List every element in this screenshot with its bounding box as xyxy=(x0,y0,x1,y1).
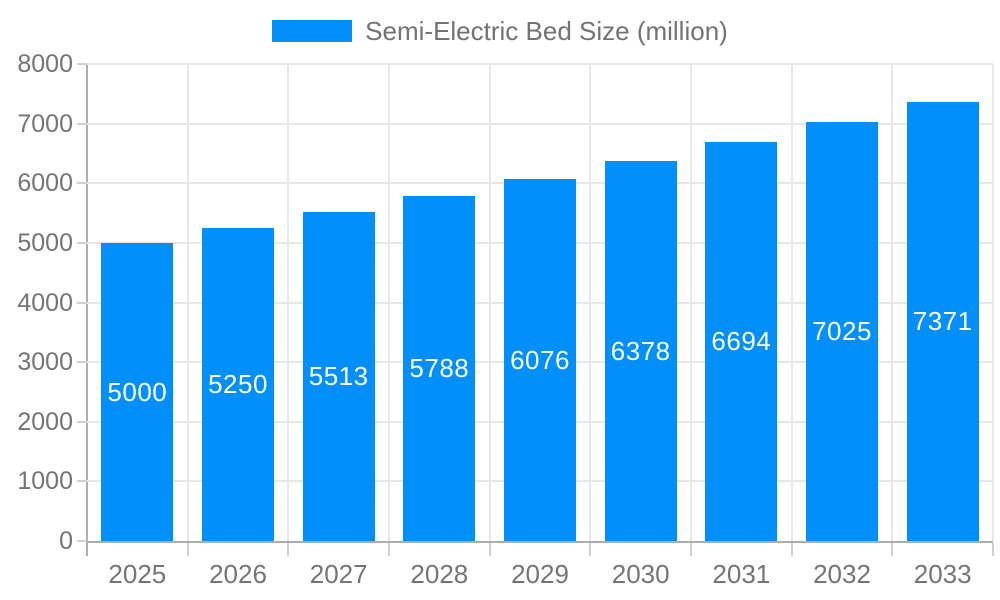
x-axis-tick xyxy=(86,543,88,556)
y-gridline xyxy=(87,63,993,65)
y-axis-tick xyxy=(77,361,87,364)
y-axis-label: 5000 xyxy=(17,228,73,257)
x-axis-tick xyxy=(488,543,491,556)
y-axis-label: 8000 xyxy=(17,50,73,78)
x-axis-tick xyxy=(790,543,793,556)
x-gridline xyxy=(891,64,894,541)
y-axis-tick xyxy=(77,420,87,423)
x-axis-line xyxy=(86,541,993,543)
y-axis-tick xyxy=(77,122,87,125)
bar-value-label: 5788 xyxy=(409,353,470,383)
bar: 6694 xyxy=(705,142,778,541)
x-axis-label: 2032 xyxy=(813,559,871,589)
legend-label: Semi-Electric Bed Size (million) xyxy=(365,16,728,46)
x-axis-tick xyxy=(690,543,692,556)
x-gridline xyxy=(488,64,491,541)
legend-item[interactable]: Semi-Electric Bed Size (million) xyxy=(272,17,728,45)
x-axis-tick xyxy=(992,543,994,556)
bar-value-label: 6076 xyxy=(510,344,570,375)
bar-value-label: 5000 xyxy=(107,376,168,407)
y-axis-label: 0 xyxy=(59,527,73,555)
x-gridline xyxy=(790,64,793,541)
x-axis-label: 2026 xyxy=(209,559,267,589)
plot-area: 5000 5250 5513 5788 6076 6378 6694 7025 7371 xyxy=(87,63,994,541)
y-axis-label: 6000 xyxy=(17,169,73,198)
x-axis-label: 2025 xyxy=(108,559,167,589)
x-axis-label: 2030 xyxy=(611,559,670,589)
y-gridline xyxy=(87,122,993,125)
x-gridline xyxy=(186,64,189,541)
x-axis-label: 2031 xyxy=(712,559,771,589)
x-gridline xyxy=(589,64,592,541)
bar: 5250 xyxy=(202,228,274,541)
y-axis-label: 7000 xyxy=(17,109,73,138)
bar: 5000 xyxy=(101,243,174,541)
legend-swatch xyxy=(272,20,353,42)
y-axis-tick xyxy=(77,301,87,304)
bar-value-label: 5513 xyxy=(308,361,369,391)
y-axis-tick xyxy=(77,540,87,542)
x-axis-label: 2029 xyxy=(511,559,569,589)
x-axis-tick xyxy=(891,543,894,556)
bar-value-label: 7025 xyxy=(812,316,872,346)
legend: Semi-Electric Bed Size (million) xyxy=(0,17,1000,45)
y-axis-tick xyxy=(77,182,87,185)
y-axis-label: 3000 xyxy=(17,348,73,377)
x-gridline xyxy=(287,64,290,541)
x-axis-tick xyxy=(287,543,290,556)
bar-value-label: 7371 xyxy=(912,306,973,336)
bar: 5788 xyxy=(403,196,476,541)
y-axis-label: 2000 xyxy=(17,407,73,436)
y-axis-tick xyxy=(77,63,87,65)
bar: 7025 xyxy=(806,122,878,541)
bar: 5513 xyxy=(302,212,375,541)
bar: 7371 xyxy=(906,102,979,541)
y-axis-label: 1000 xyxy=(17,467,73,496)
y-axis-tick xyxy=(77,480,87,483)
bar: 6076 xyxy=(504,179,576,541)
x-axis-label: 2027 xyxy=(309,559,368,589)
x-axis-tick xyxy=(589,543,592,556)
x-axis-label: 2033 xyxy=(913,559,972,589)
bar-value-label: 6694 xyxy=(711,326,772,356)
bar: 6378 xyxy=(604,161,677,541)
y-axis-tick xyxy=(77,241,87,244)
x-axis-label: 2028 xyxy=(410,559,469,589)
x-axis-tick xyxy=(388,543,390,556)
bar-value-label: 6378 xyxy=(610,335,671,366)
x-gridline xyxy=(388,64,390,541)
x-gridline xyxy=(690,64,692,541)
bar-value-label: 5250 xyxy=(208,369,268,399)
x-gridline xyxy=(992,64,994,541)
x-axis-tick xyxy=(186,543,189,556)
y-axis-label: 4000 xyxy=(17,288,73,317)
